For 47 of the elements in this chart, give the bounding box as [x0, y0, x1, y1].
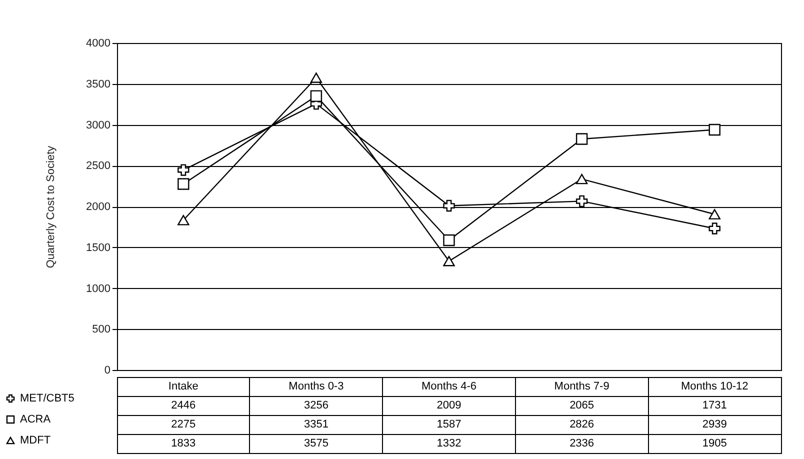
y-tick-label: 3500 [86, 78, 110, 90]
data-label: 2275 [171, 418, 196, 430]
data-label: 3256 [304, 400, 328, 412]
data-label: 1905 [702, 438, 727, 450]
point [310, 72, 322, 83]
x-tick-label: Months 10-12 [680, 380, 748, 392]
point [443, 234, 455, 246]
point [178, 164, 190, 176]
x-tick-label: Months 0-3 [288, 380, 344, 392]
x-tick-label: Intake [168, 380, 198, 392]
point [443, 256, 455, 266]
point [310, 90, 322, 102]
point [708, 209, 720, 220]
data-label: 1731 [702, 400, 727, 412]
point [576, 174, 588, 184]
y-axis-title: Quarterly Cost to Society [45, 145, 58, 268]
data-label: 1587 [436, 418, 462, 430]
y-tick-label: 1500 [86, 242, 110, 254]
data-label: 1332 [436, 438, 462, 450]
data-label: 2446 [171, 400, 196, 412]
legend-label: MDFT [20, 434, 51, 446]
y-tick-label: 1000 [86, 282, 110, 295]
x-tick-label: Months 4-6 [421, 380, 477, 392]
point [576, 133, 588, 145]
y-tick-label: 0 [104, 364, 110, 376]
data-label: 2009 [436, 400, 462, 412]
y-tick-label: 2000 [86, 201, 110, 213]
point [443, 200, 455, 212]
point [708, 124, 720, 136]
y-tick-label: 2500 [86, 160, 110, 172]
y-tick-label: 4000 [86, 38, 110, 50]
legend-label: MET/CBT5 [20, 392, 74, 404]
point [576, 195, 588, 208]
data-label: 1833 [171, 438, 196, 450]
y-tick-label: 500 [92, 324, 110, 336]
point [708, 222, 720, 234]
data-label: 2826 [570, 418, 594, 430]
point [178, 178, 190, 190]
x-tick-label: Months 7-9 [554, 380, 610, 392]
point [178, 215, 190, 226]
legend-label: ACRA [20, 414, 52, 426]
data-label: 3575 [304, 438, 328, 450]
data-label: 2336 [570, 438, 594, 450]
data-label: 2065 [570, 400, 594, 412]
data-label: 3351 [304, 418, 328, 430]
data-label: 2939 [702, 418, 727, 430]
y-tick-label: 3000 [86, 119, 110, 132]
